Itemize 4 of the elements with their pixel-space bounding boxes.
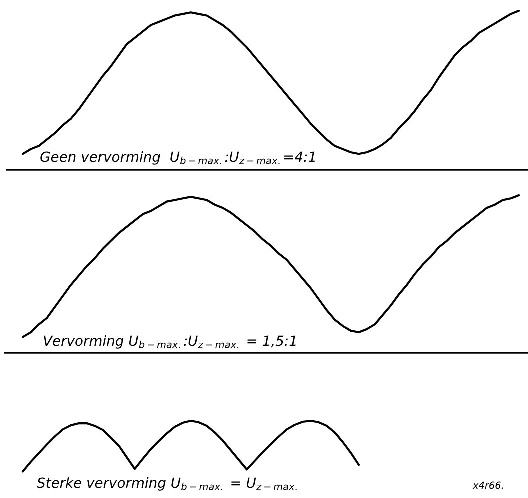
text: x4r66. [472,482,504,490]
text: Vervorming U$_{b−max.}$:U$_{z−max.}$ = 1,5:1 [44,335,296,349]
text: Sterke vervorming U$_{b−max.}$ = U$_{z−max.}$ [37,477,297,491]
text: Geen vervorming U$_{b−max.}$:U$_{z−max.}$=4:1 [40,151,315,165]
